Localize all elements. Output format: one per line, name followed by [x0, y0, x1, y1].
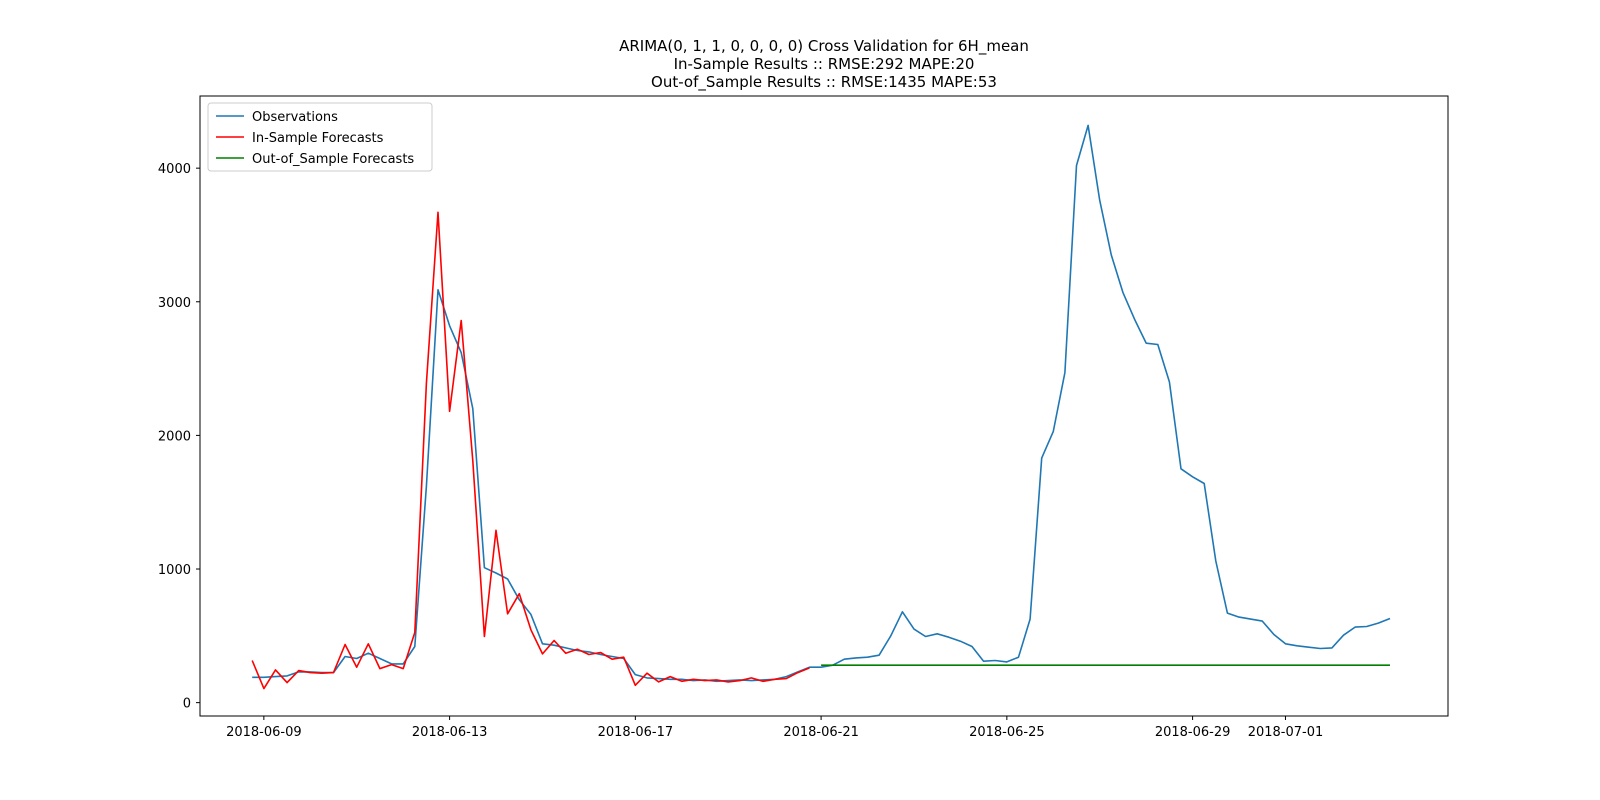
y-tick-label-0: 0 — [183, 697, 191, 712]
y-tick-label-2: 2000 — [158, 429, 191, 444]
x-tick-label-0: 2018-06-09 — [226, 725, 302, 740]
x-tick-label-1: 2018-06-13 — [412, 725, 488, 740]
series-line-1 — [251, 211, 810, 690]
chart-title-line-2: In-Sample Results :: RMSE:292 MAPE:20 — [673, 55, 975, 73]
x-tick-label-6: 2018-07-01 — [1248, 725, 1324, 740]
x-tick-label-2: 2018-06-17 — [598, 725, 674, 740]
y-tick-label-1: 1000 — [158, 563, 191, 578]
axes-layer: 2018-06-09 2018-06-13 2018-06-17 2018-06-21… — [158, 162, 1323, 740]
plot-frame — [199, 95, 1449, 717]
x-tick-label-3: 2018-06-21 — [783, 725, 859, 740]
legend-label-2: Out-of_Sample Forecasts — [252, 152, 414, 167]
series-line-0 — [252, 124, 1391, 683]
series-layer — [251, 124, 1391, 690]
y-tick-label-3: 3000 — [158, 296, 191, 311]
legend-label-0: Observations — [252, 110, 338, 125]
x-tick-label-4: 2018-06-25 — [969, 725, 1045, 740]
chart-title: ARIMA(0, 1, 1, 0, 0, 0, 0) Cross Validat… — [200, 37, 1448, 91]
chart-title-line-3: Out-of_Sample Results :: RMSE:1435 MAPE:… — [651, 73, 997, 91]
legend-label-1: In-Sample Forecasts — [252, 131, 384, 146]
legend: Observations In-Sample Forecasts Out-of_Sa… — [207, 102, 433, 172]
legend-box — [207, 102, 433, 172]
x-tick-label-5: 2018-06-29 — [1155, 725, 1231, 740]
chart-title-line-1: ARIMA(0, 1, 1, 0, 0, 0, 0) Cross Validat… — [619, 37, 1029, 55]
y-tick-label-4: 4000 — [158, 162, 191, 177]
